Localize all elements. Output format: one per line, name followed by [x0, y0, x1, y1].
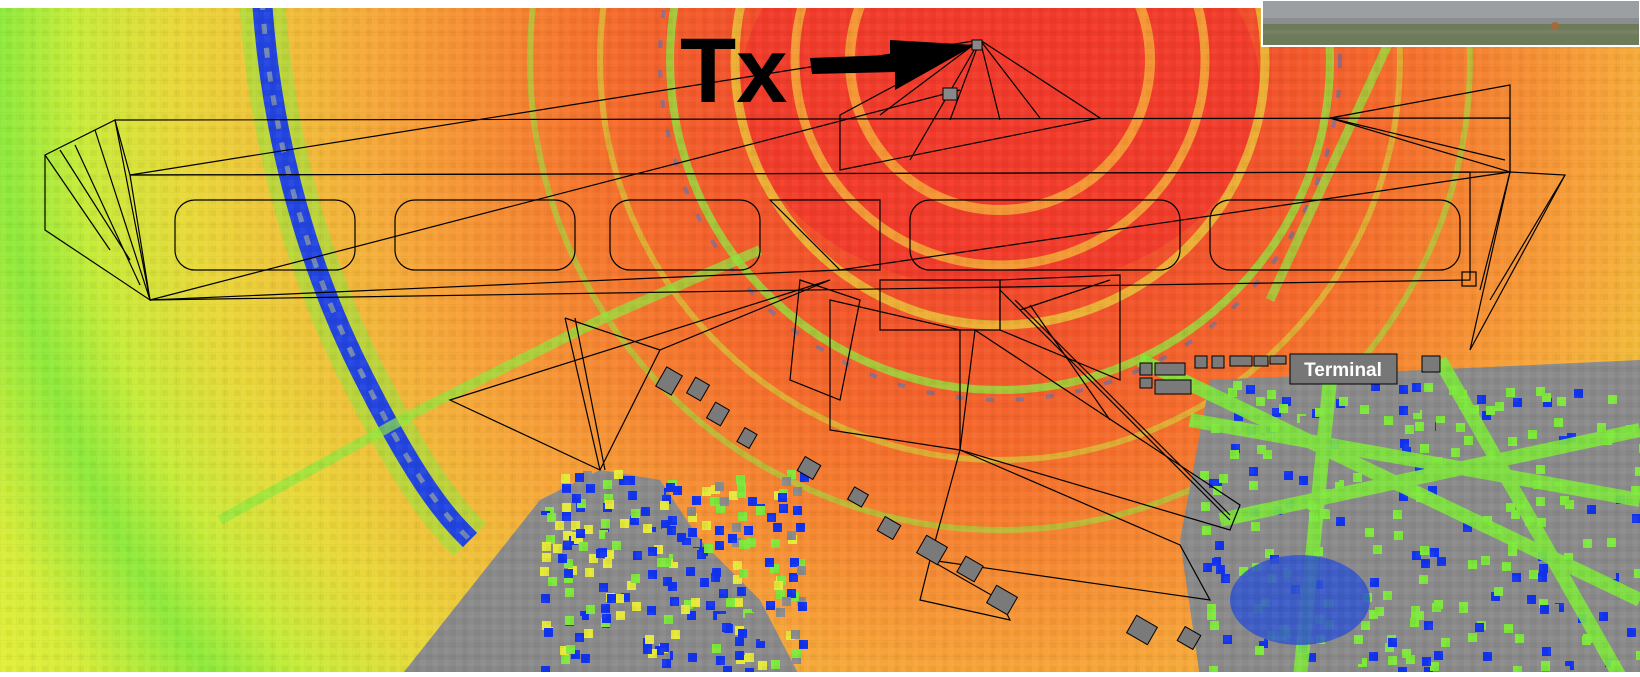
- terminal-label: Terminal: [1304, 360, 1382, 381]
- tx-label: Tx: [680, 20, 787, 122]
- top-edge: [0, 0, 1262, 8]
- tx-base: [943, 88, 957, 100]
- photo-thumbnail-icon: [1551, 22, 1559, 30]
- photo-inset: [1262, 0, 1640, 46]
- bottom-edge: [0, 672, 1640, 677]
- terminal-label-group: Terminal: [1290, 354, 1397, 384]
- tx-antenna: [972, 40, 982, 50]
